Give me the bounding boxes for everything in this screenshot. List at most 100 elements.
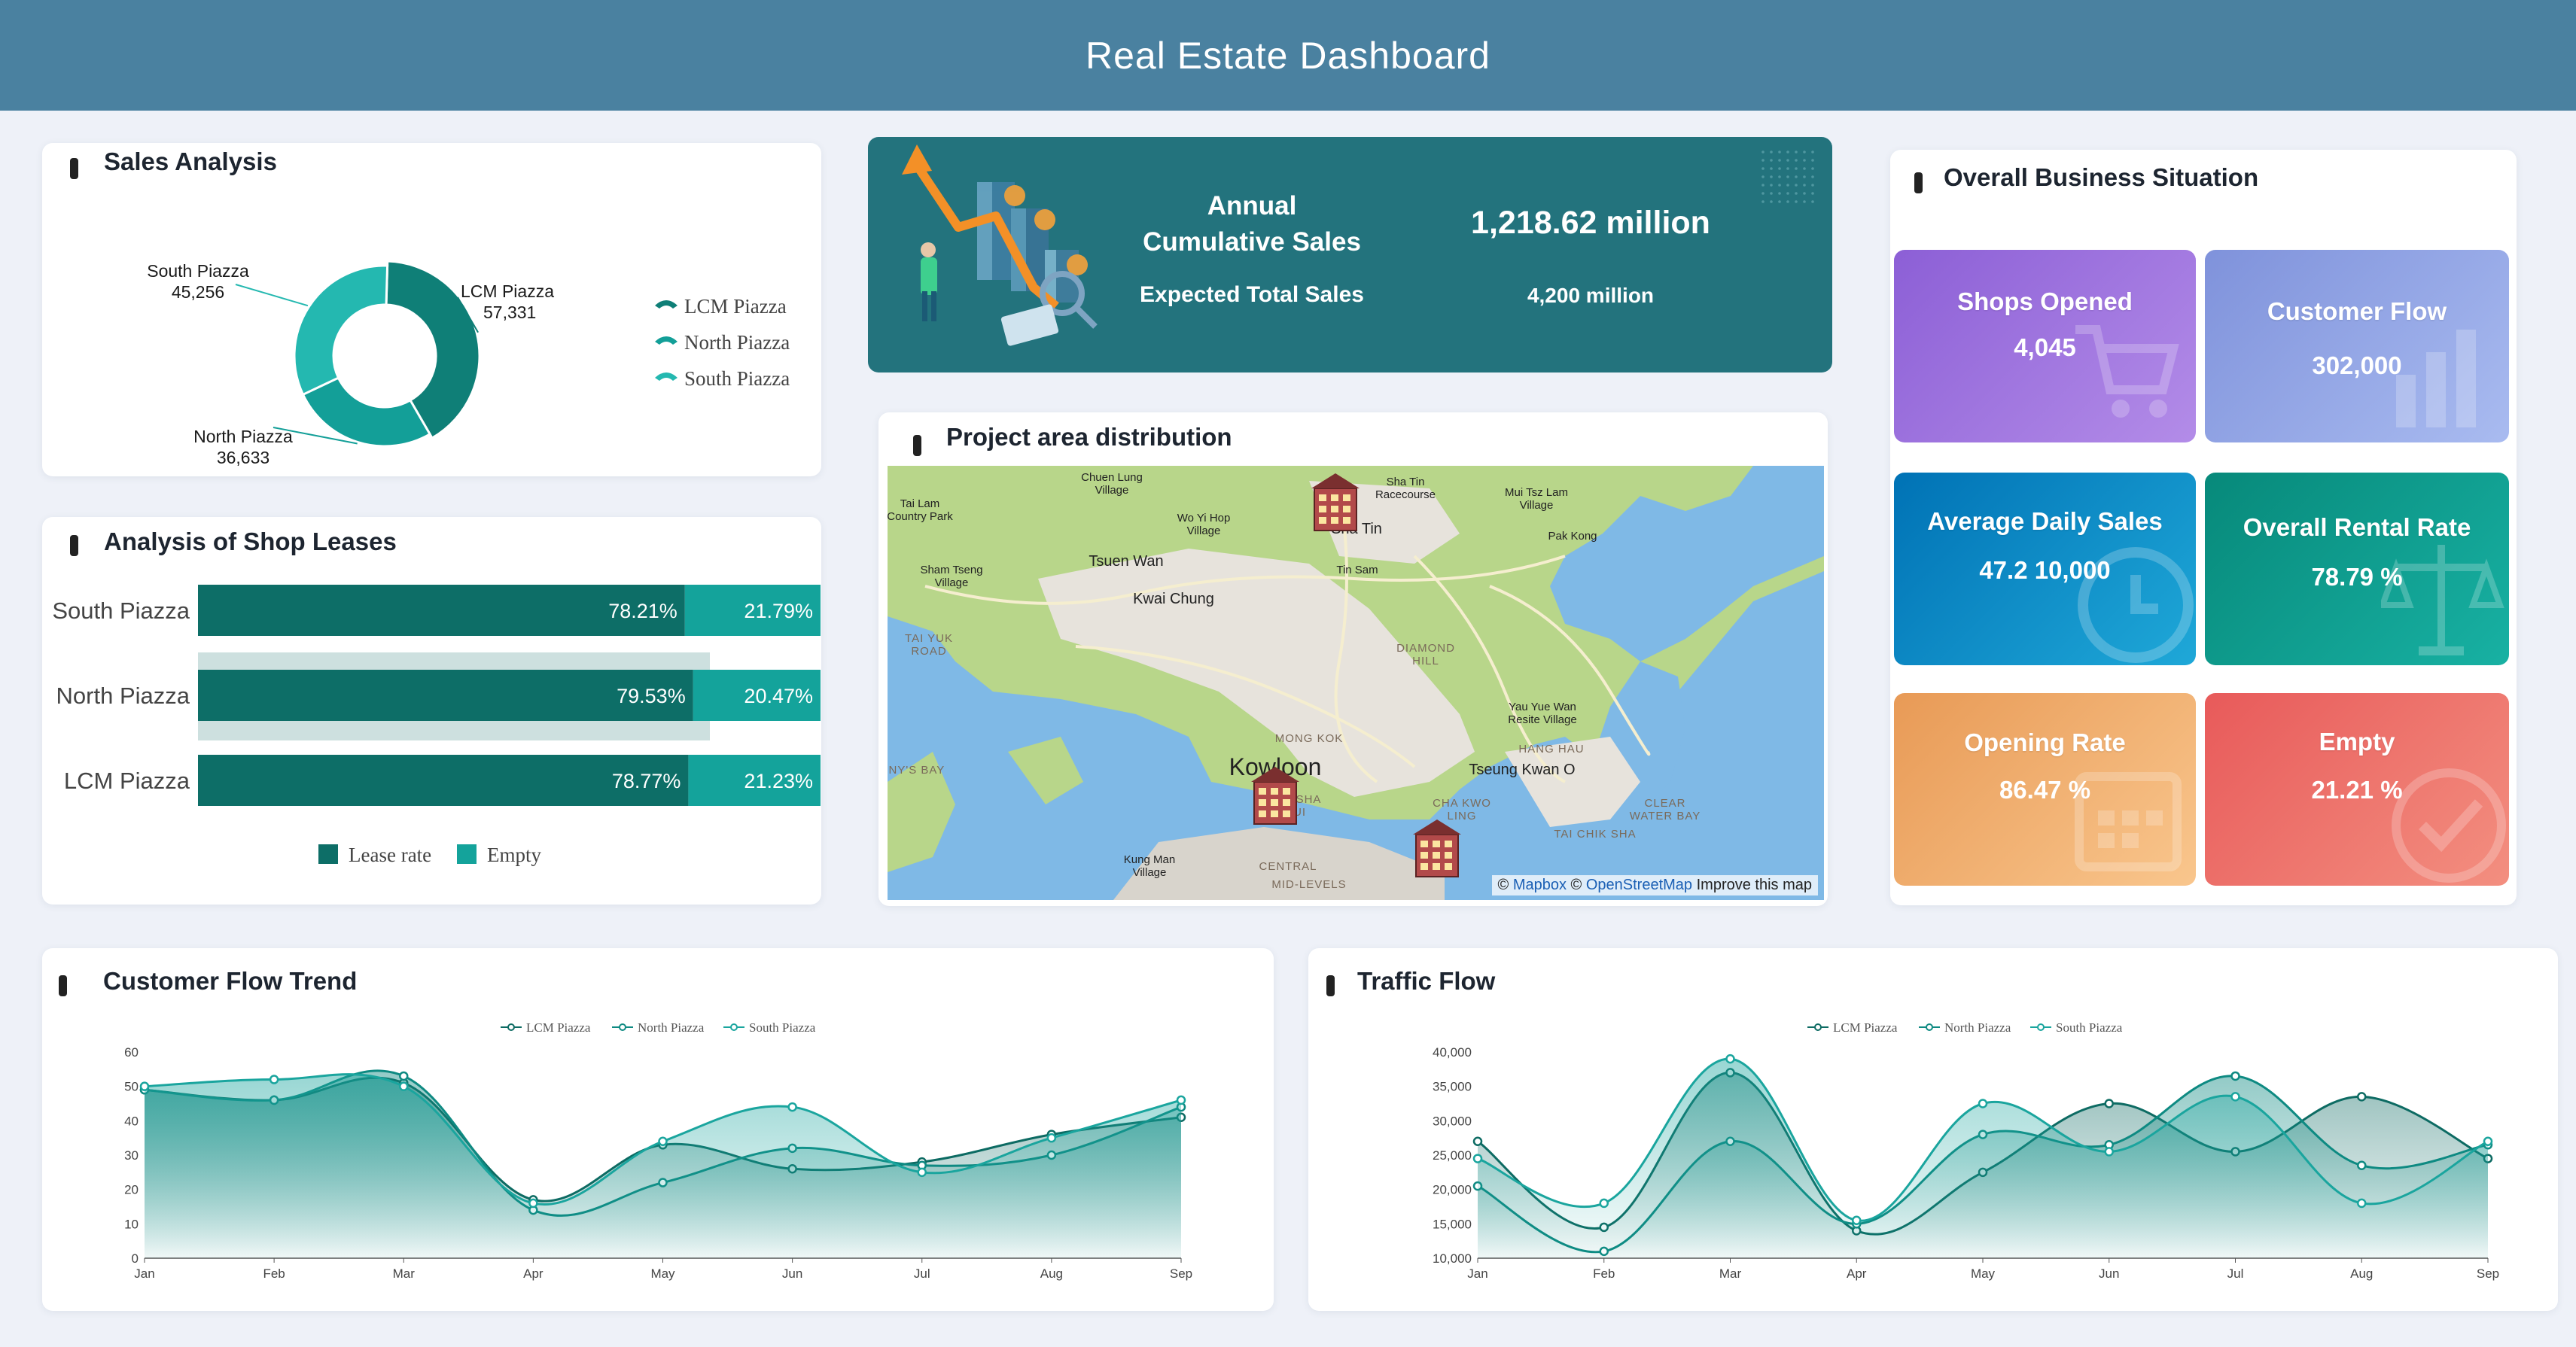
traffic-flow-title: Traffic Flow <box>1357 967 1496 995</box>
data-point-south-piazza[interactable] <box>2230 1092 2240 1102</box>
data-point-south-piazza[interactable] <box>2357 1198 2367 1209</box>
x-tick-label: Jan <box>134 1266 154 1281</box>
tile-shops-opened[interactable]: Shops Opened 4,045 <box>1894 250 2196 442</box>
data-point-lcm-piazza[interactable] <box>2104 1099 2114 1108</box>
data-point-south-piazza[interactable] <box>658 1136 668 1146</box>
map-label-diamond-hill: HILL <box>1412 655 1439 667</box>
legend-item-lcm-piazza[interactable]: LCM Piazza <box>655 295 787 318</box>
data-point-south-piazza[interactable] <box>1472 1154 1483 1163</box>
legend-item-south-piazza[interactable]: South Piazza <box>723 1020 816 1035</box>
legend-swatch-icon <box>655 372 677 381</box>
openstreetmap-link[interactable]: OpenStreetMap <box>1585 877 1693 893</box>
map-label-yau-yue-wan-resite-village: Yau Yue Wan <box>1509 701 1576 713</box>
data-point-south-piazza[interactable] <box>399 1081 409 1091</box>
legend-item-lease-rate[interactable]: Lease rate <box>318 844 431 866</box>
tile-label: Empty <box>2319 728 2395 756</box>
shop-leases-card: Analysis of Shop Leases South Piazza 78.2… <box>42 517 821 905</box>
x-tick-label: Feb <box>1593 1266 1615 1281</box>
data-point-south-piazza[interactable] <box>917 1167 927 1178</box>
data-point-south-piazza[interactable] <box>1978 1099 1988 1108</box>
data-point-lcm-piazza[interactable] <box>2357 1092 2367 1102</box>
y-tick-label: 35,000 <box>1433 1080 1472 1094</box>
data-point-south-piazza[interactable] <box>1176 1095 1186 1105</box>
legend-item-north-piazza[interactable]: North Piazza <box>655 331 790 354</box>
project-building-marker-icon[interactable] <box>1311 473 1360 531</box>
y-tick-label: 20 <box>124 1183 139 1197</box>
copyright-symbol: © <box>1570 877 1582 893</box>
sales-donut-chart: LCM Piazza 57,331 North Piazza 36,633 South … <box>147 260 790 467</box>
data-point-south-piazza[interactable] <box>269 1075 279 1084</box>
data-point-south-piazza[interactable] <box>787 1102 797 1112</box>
data-point-north-piazza[interactable] <box>399 1071 409 1081</box>
tolo-harbour-water <box>1550 466 1824 661</box>
map-label-kung-man-village: Kung Man <box>1124 853 1175 866</box>
legend-item-empty[interactable]: Empty <box>457 844 541 866</box>
map-label-clear-water-bay: WATER BAY <box>1630 810 1701 822</box>
hk-island-urban <box>1113 827 1445 900</box>
tile-overall-rental-rate[interactable]: Overall Rental Rate 78.79 % <box>2205 473 2509 665</box>
tile-customer-flow[interactable]: Customer Flow 302,000 <box>2205 250 2509 442</box>
legend-item-lcm-piazza[interactable]: LCM Piazza <box>501 1020 591 1035</box>
bar-lcm-piazza-lease-rate[interactable] <box>198 755 689 806</box>
donut-slice-north-piazza[interactable] <box>301 376 432 448</box>
project-building-marker-icon[interactable] <box>1413 819 1461 877</box>
data-point-south-piazza[interactable] <box>528 1198 538 1209</box>
project-building-marker-icon[interactable] <box>1251 767 1299 825</box>
bar-north-piazza-lease-rate[interactable] <box>198 670 693 721</box>
x-tick-label: Aug <box>2350 1266 2373 1281</box>
page-title: Real Estate Dashboard <box>1086 34 1490 77</box>
data-point-south-piazza[interactable] <box>139 1081 150 1091</box>
map-label-sha-tin-racecourse: Sha Tin <box>1387 476 1425 488</box>
shop-leases-title: Analysis of Shop Leases <box>104 528 397 555</box>
map-label-tai-lam-country-park: Tai Lam <box>900 497 940 510</box>
x-tick-label: Sep <box>1170 1266 1192 1281</box>
improve-map-link[interactable]: Improve this map <box>1696 877 1812 893</box>
data-point-south-piazza[interactable] <box>1046 1133 1057 1143</box>
legend-item-south-piazza[interactable]: South Piazza <box>2030 1020 2123 1035</box>
tile-average-daily-sales[interactable]: Average Daily Sales 47.2 10,000 <box>1894 473 2196 665</box>
sales-analysis-card: Sales Analysis LCM Piazza 57,331 North Pia… <box>42 143 821 476</box>
bar-south-piazza-empty[interactable] <box>684 585 821 636</box>
road-line <box>1075 645 1416 768</box>
donut-slice-south-piazza[interactable] <box>293 264 389 397</box>
data-point-lcm-piazza[interactable] <box>1472 1136 1483 1146</box>
project-area-title: Project area distribution <box>946 423 1232 451</box>
legend-dot-icon <box>730 1023 738 1031</box>
map-label-yau-yue-wan-resite-village: Resite Village <box>1508 713 1576 726</box>
donut-label-value: 57,331 <box>483 303 536 322</box>
data-point-south-piazza[interactable] <box>2483 1136 2493 1146</box>
map-label-cha-kwo-ling: LING <box>1447 810 1476 822</box>
data-point-south-piazza[interactable] <box>1725 1054 1735 1064</box>
annual-cumulative-sales-label: Annual Cumulative Sales <box>1139 188 1365 260</box>
data-point-south-piazza[interactable] <box>2104 1147 2114 1157</box>
legend-label: South Piazza <box>684 367 790 390</box>
project-map[interactable]: Chuen Lung Village Sha Tin Racecourse Mui Ts… <box>888 466 1824 900</box>
data-point-north-piazza[interactable] <box>2230 1071 2240 1081</box>
sales-analysis-title: Sales Analysis <box>104 147 277 175</box>
bar-south-piazza-lease-rate[interactable] <box>198 585 685 636</box>
tile-value: 4,045 <box>2014 333 2076 361</box>
legend-dot-icon <box>1926 1023 1933 1031</box>
tile-empty[interactable]: Empty 21.21 % <box>2205 693 2509 886</box>
bar-lcm-piazza-empty[interactable] <box>688 755 821 806</box>
series-line-south-piazza[interactable] <box>1477 1057 2489 1222</box>
tile-opening-rate[interactable]: Opening Rate 86.47 % <box>1894 693 2196 886</box>
area-fill-south-piazza <box>145 1074 1181 1258</box>
data-point-south-piazza[interactable] <box>1852 1215 1862 1226</box>
mapbox-link[interactable]: Mapbox <box>1512 877 1567 893</box>
legend-item-north-piazza[interactable]: North Piazza <box>612 1020 705 1035</box>
legend-item-lcm-piazza[interactable]: LCM Piazza <box>1807 1020 1898 1035</box>
bar-value-label: 21.79% <box>744 600 813 622</box>
annual-label-line2: Cumulative Sales <box>1143 227 1361 257</box>
bar-value-label: 21.23% <box>744 770 813 792</box>
copyright-symbol: © <box>1497 877 1509 893</box>
donut-slice-lcm-piazza[interactable] <box>385 260 481 440</box>
bar-north-piazza-empty[interactable] <box>693 670 821 721</box>
customer-flow-card: Customer Flow Trend LCM Piazza North Piaz… <box>42 948 1274 1311</box>
legend-item-south-piazza[interactable]: South Piazza <box>655 367 790 390</box>
data-point-north-piazza[interactable] <box>2357 1160 2367 1170</box>
data-point-south-piazza[interactable] <box>1599 1198 1609 1209</box>
legend-item-north-piazza[interactable]: North Piazza <box>1919 1020 2011 1035</box>
tile-label: Overall Rental Rate <box>2243 513 2471 541</box>
